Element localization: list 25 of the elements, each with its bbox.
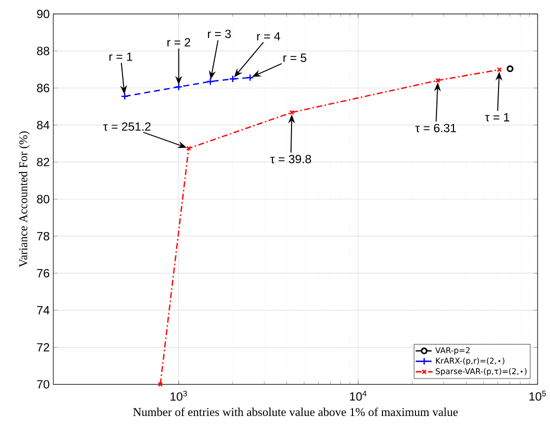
y-tick-label: 72 bbox=[37, 343, 50, 352]
y-tick-label: 74 bbox=[37, 306, 50, 314]
annotation: r = 1 bbox=[109, 52, 132, 61]
x-tick-label: 10$^{4}$ bbox=[350, 390, 367, 401]
annotation: τ = 1 bbox=[485, 113, 510, 122]
y-tick-label: 86 bbox=[37, 84, 50, 92]
y-tick-label: 90 bbox=[37, 10, 50, 18]
y-axis-title: Variance Accounted For (%) bbox=[18, 131, 30, 268]
y-tick-label: 78 bbox=[37, 232, 50, 240]
y-tick-label: 76 bbox=[37, 268, 50, 278]
x-tick-label: 10$^{5}$ bbox=[529, 390, 546, 401]
x-tick-label: 10$^{3}$ bbox=[170, 390, 187, 401]
annotation: τ = 6.31 bbox=[415, 124, 456, 132]
annotation: τ = 251.2 bbox=[103, 122, 151, 131]
y-tick-label: 70 bbox=[37, 380, 50, 388]
y-tick-label: 82 bbox=[37, 158, 50, 166]
annotation: τ = 39.8 bbox=[270, 154, 312, 164]
y-tick-label: 84 bbox=[37, 120, 50, 130]
annotation: r = 2 bbox=[167, 38, 190, 46]
annotation: r = 4 bbox=[257, 32, 280, 40]
y-tick-label: 80 bbox=[37, 194, 50, 204]
annotation: r = 5 bbox=[283, 54, 306, 62]
annotation: r = 3 bbox=[208, 30, 231, 38]
y-tick-label: 88 bbox=[37, 46, 50, 56]
x-axis-title: Number of entries with absolute value above 1% of maximum value bbox=[133, 408, 458, 416]
